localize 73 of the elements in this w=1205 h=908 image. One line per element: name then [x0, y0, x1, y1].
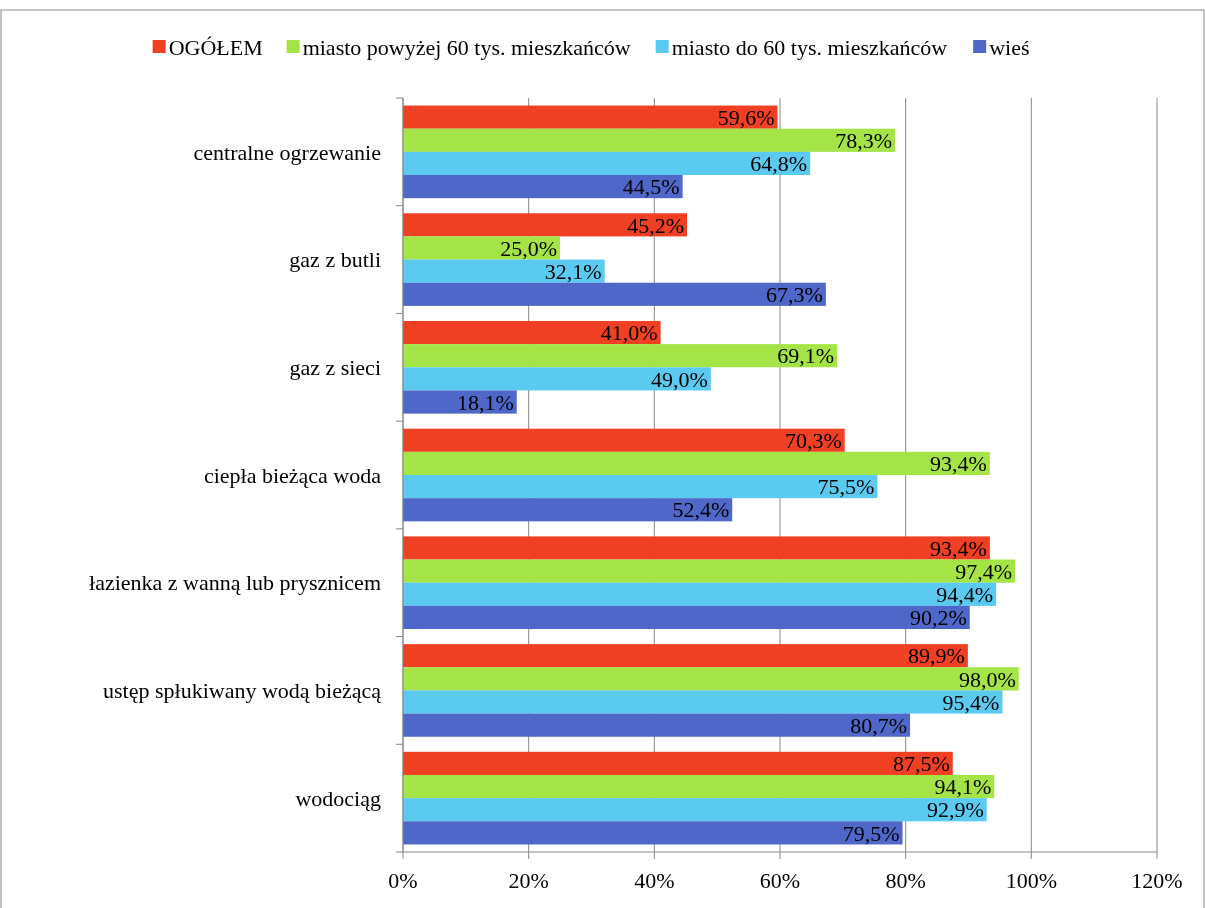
- bar: [403, 151, 811, 176]
- data-label: 98,0%: [958, 666, 1016, 692]
- bar: [403, 367, 711, 391]
- data-label: 79,5%: [842, 820, 900, 846]
- legend-label: OGÓŁEM: [168, 34, 263, 60]
- data-label: 93,4%: [930, 535, 987, 561]
- bar: [403, 690, 1003, 714]
- bar: [403, 498, 733, 522]
- data-label: 49,0%: [651, 366, 708, 392]
- y-tick-label: ustęp spłukiwany wodą bieżącą: [103, 678, 382, 704]
- data-label: 32,1%: [544, 258, 602, 284]
- data-label: 25,0%: [500, 235, 558, 261]
- bar: [403, 774, 995, 799]
- y-tick-label: wodociąg: [295, 785, 381, 811]
- bar: [403, 344, 838, 368]
- legend-label: miasto powyżej 60 tys. mieszkańców: [302, 34, 631, 60]
- y-tick-label: ciepła bieżąca woda: [203, 462, 382, 488]
- data-label: 80,7%: [850, 712, 908, 738]
- bar: [403, 821, 903, 845]
- y-tick-label: centralne ogrzewanie: [193, 139, 381, 165]
- bar: [403, 259, 605, 283]
- data-label: 78,3%: [835, 127, 892, 153]
- bar: [403, 713, 911, 737]
- bar: [403, 105, 778, 129]
- data-label: 87,5%: [892, 751, 950, 777]
- data-label: 70,3%: [784, 427, 842, 453]
- bar: [403, 582, 997, 606]
- data-label: 93,4%: [930, 451, 987, 477]
- data-label: 69,1%: [777, 343, 835, 369]
- data-label: 97,4%: [955, 558, 1012, 584]
- bar: [403, 451, 990, 475]
- data-label: 95,4%: [942, 689, 1000, 715]
- y-tick-label: łazienka z wanną lub prysznicem: [89, 570, 381, 596]
- data-label: 75,5%: [817, 474, 875, 500]
- bar: [403, 475, 878, 499]
- data-label: 44,5%: [622, 174, 680, 200]
- x-tick-label: 120%: [1131, 868, 1183, 893]
- x-tick-label: 40%: [634, 868, 675, 893]
- bar: [403, 605, 970, 630]
- y-tick-label: gaz z sieci: [289, 354, 381, 380]
- bar: [403, 644, 968, 668]
- data-label: 89,9%: [908, 643, 965, 669]
- bar: [403, 213, 688, 237]
- data-label: 90,2%: [909, 605, 967, 631]
- x-tick-label: 20%: [508, 868, 549, 893]
- data-label: 41,0%: [600, 320, 658, 346]
- x-tick-label: 100%: [1005, 868, 1057, 893]
- bar: [403, 236, 561, 260]
- x-tick-label: 80%: [885, 868, 926, 893]
- bar: [403, 428, 845, 452]
- data-label: 45,2%: [627, 212, 685, 238]
- bar: [403, 559, 1015, 583]
- y-tick-label: gaz z butli: [289, 247, 381, 273]
- data-label: 52,4%: [672, 497, 730, 523]
- x-tick-label: 0%: [388, 868, 418, 893]
- data-label: 18,1%: [456, 389, 514, 415]
- bar: [403, 320, 661, 345]
- bar: [403, 282, 826, 306]
- data-label: 92,9%: [926, 797, 984, 823]
- legend-label: miasto do 60 tys. mieszkańców: [671, 34, 948, 60]
- x-tick-label: 60%: [759, 868, 801, 893]
- bar: [403, 128, 895, 152]
- legend-label: wieś: [989, 34, 1030, 60]
- bar: [403, 751, 953, 775]
- data-label: 64,8%: [750, 151, 808, 177]
- bar: [403, 667, 1019, 691]
- bar: [403, 175, 683, 199]
- data-label: 67,3%: [766, 282, 823, 308]
- bar: [403, 798, 987, 822]
- bar: [403, 536, 990, 560]
- data-label: 59,6%: [717, 104, 775, 130]
- data-label: 94,1%: [934, 774, 992, 800]
- bar: [403, 390, 517, 414]
